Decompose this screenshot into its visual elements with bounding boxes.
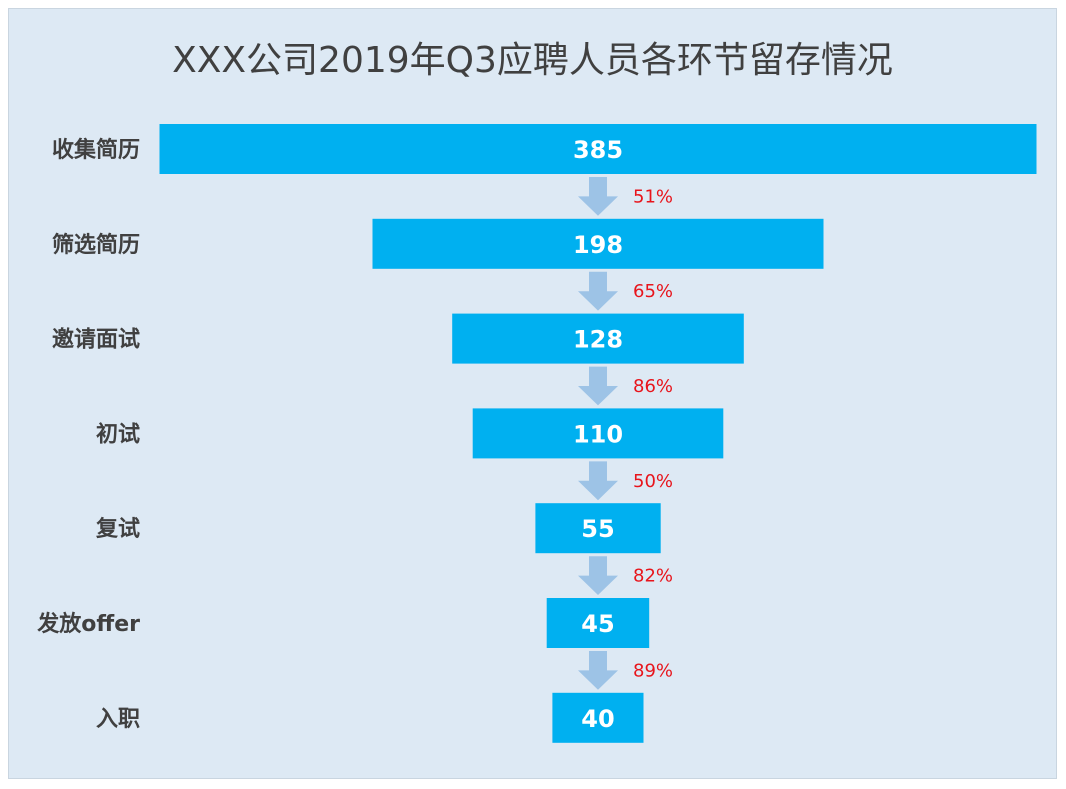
- category-label: 发放offer: [36, 611, 140, 637]
- bar-value-label: 40: [581, 705, 614, 733]
- down-arrow-icon: [578, 271, 618, 311]
- conversion-rate-label: 65%: [633, 281, 673, 302]
- category-label: 收集简历: [52, 137, 140, 163]
- funnel-bar: [472, 408, 724, 459]
- category-label: 入职: [96, 707, 140, 732]
- bar-value-label: 55: [581, 515, 614, 543]
- down-arrow-icon: [578, 556, 618, 595]
- bar-value-label: 128: [573, 326, 623, 354]
- funnel-bar: [546, 598, 650, 648]
- down-arrow-icon: [578, 651, 618, 690]
- conversion-rate-label: 89%: [633, 660, 673, 681]
- funnel-bar: [372, 218, 824, 269]
- conversion-rate-label: 86%: [633, 376, 673, 397]
- conversion-rate-label: 50%: [633, 471, 673, 492]
- category-label: 初试: [96, 421, 140, 447]
- category-label: 筛选简历: [52, 232, 140, 258]
- chart-title: XXX公司2019年Q3应聘人员各环节留存情况: [172, 40, 893, 81]
- down-arrow-icon: [578, 461, 618, 501]
- bar-value-label: 45: [581, 610, 614, 638]
- bar-value-label: 198: [573, 231, 623, 259]
- bar-value-label: 385: [573, 136, 623, 164]
- conversion-rate-label: 51%: [633, 186, 673, 207]
- funnel-bar: [159, 124, 1037, 174]
- category-label: 邀请面试: [52, 327, 140, 353]
- funnel-bar: [552, 692, 644, 743]
- funnel-bar: [535, 503, 661, 554]
- down-arrow-icon: [578, 366, 618, 406]
- conversion-rate-label: 82%: [633, 566, 673, 587]
- bar-value-label: 110: [573, 420, 623, 448]
- down-arrow-icon: [578, 177, 618, 216]
- category-label: 复试: [95, 516, 140, 542]
- funnel-bar: [452, 313, 744, 364]
